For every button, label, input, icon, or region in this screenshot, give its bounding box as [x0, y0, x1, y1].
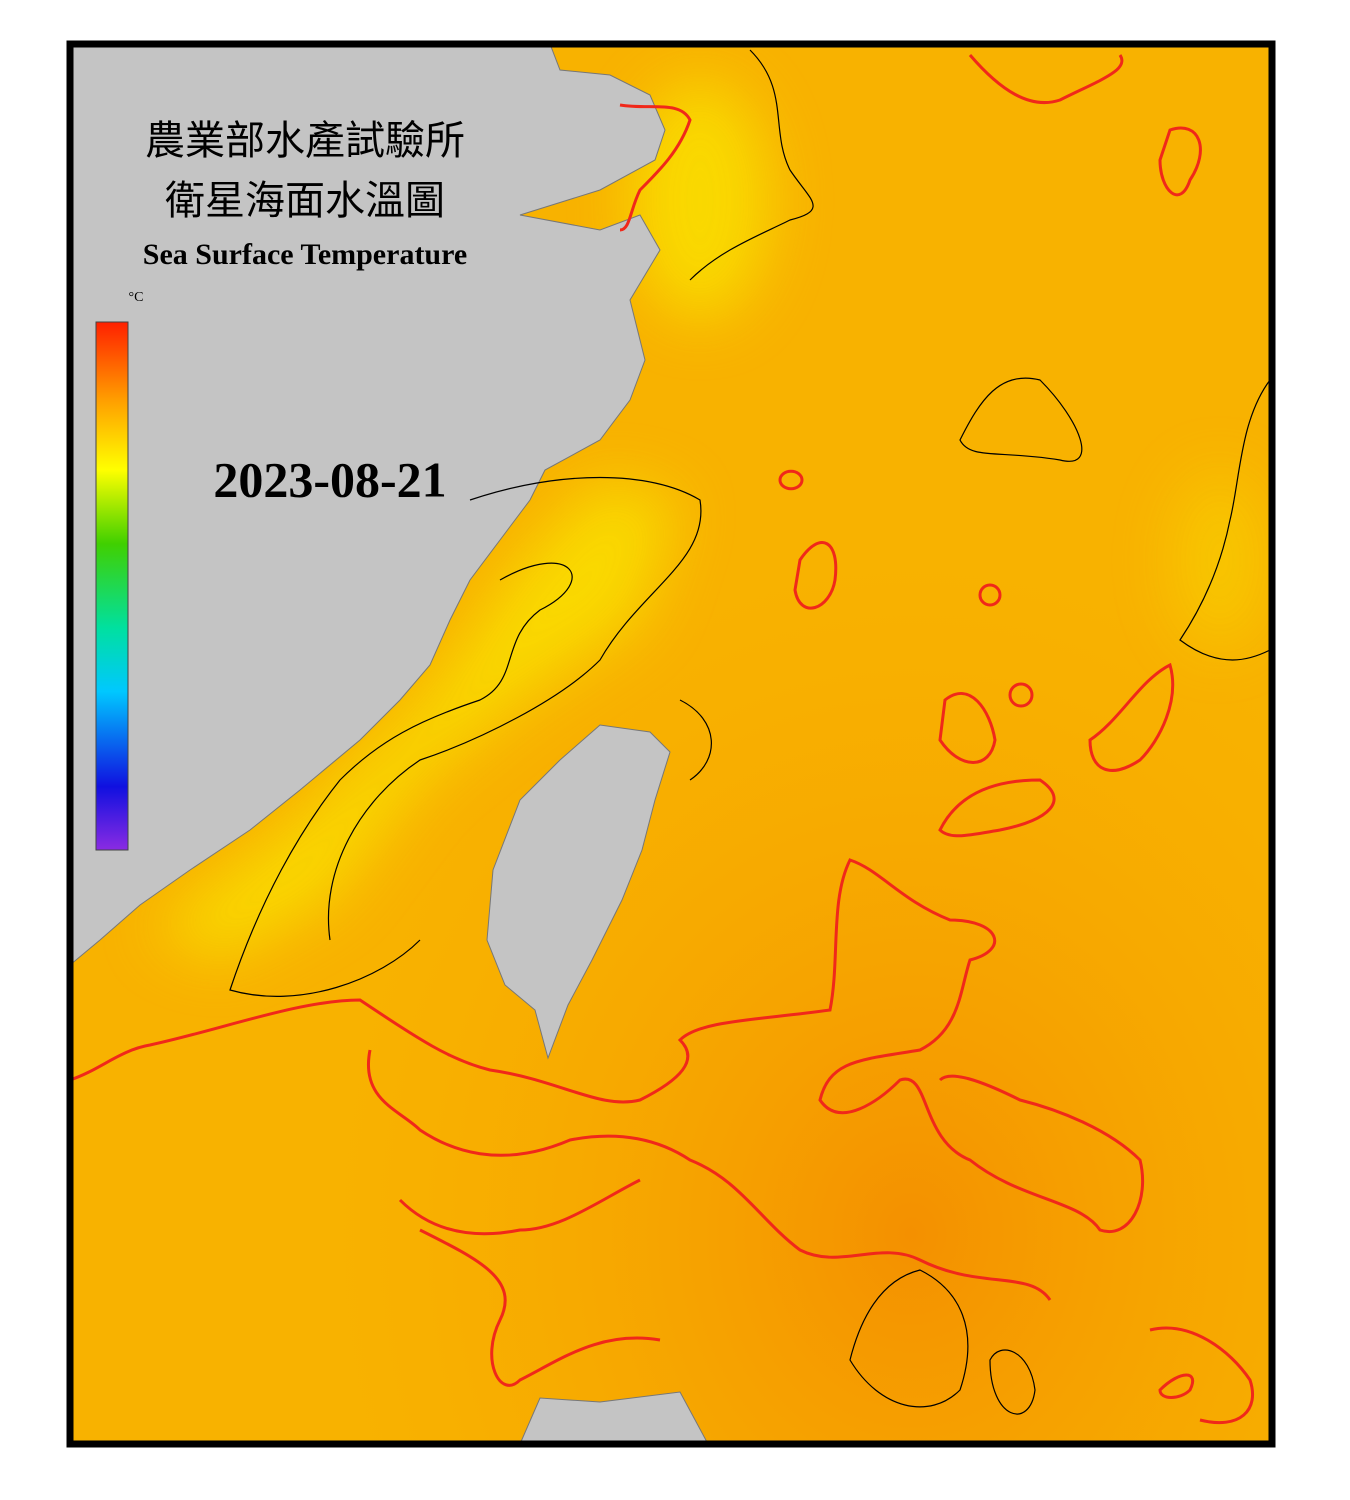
date: 2023-08-21 [213, 451, 446, 507]
map-frame [66, 40, 1276, 1448]
red-contours [70, 54, 1255, 1425]
luzon [519, 1391, 709, 1444]
taiwan [486, 724, 671, 1060]
title-en: Sea Surface Temperature [143, 238, 467, 271]
title-zh: 農業部水產試驗所 [145, 118, 465, 163]
colorbar [95, 321, 129, 851]
map-area [70, 44, 1272, 1444]
colorbar-unit: °C [129, 290, 144, 305]
black-contours [229, 49, 1271, 1415]
title-zh: 衛星海面水溫圖 [165, 178, 445, 223]
mainland [70, 44, 666, 966]
